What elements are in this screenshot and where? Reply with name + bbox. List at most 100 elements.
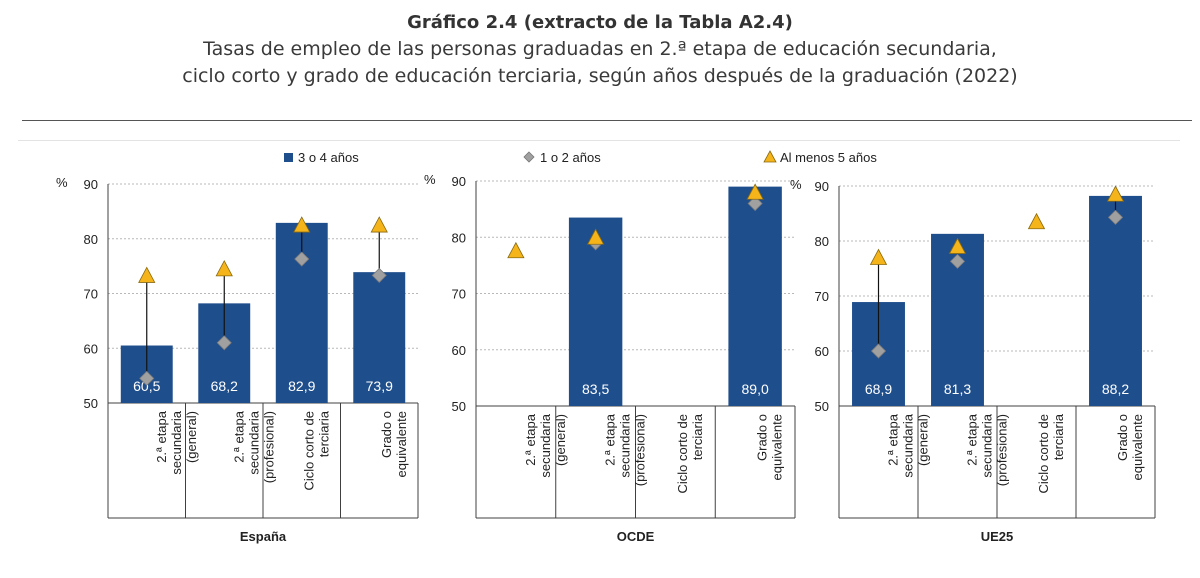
bar-value-label: 81,3 [944, 381, 971, 397]
x-category-label-line: (profesional) [995, 414, 1010, 486]
x-category-label: 2.ª etapasecundaria(profesional) [603, 413, 648, 486]
panel-name-label: OCDE [617, 529, 655, 544]
x-category-label-line: Ciclo corto de [675, 414, 690, 493]
x-category-label-line: (general) [916, 414, 931, 466]
chart-subtitle-line-1: Tasas de empleo de las personas graduada… [203, 38, 997, 60]
y-tick-label: 60 [815, 344, 829, 359]
y-tick-label: 50 [84, 396, 98, 411]
chart-title: Gráfico 2.4 (extracto de la Tabla A2.4) [407, 12, 793, 33]
bar [728, 186, 782, 406]
y-tick-label: 80 [452, 230, 466, 245]
triangle-marker [138, 266, 156, 283]
title-divider [22, 120, 1192, 121]
y-unit-label: % [56, 175, 68, 190]
x-category-label-line: 2.ª etapa [231, 410, 246, 463]
x-category-label-line: 2.ª etapa [603, 413, 618, 466]
bar [353, 272, 406, 403]
triangle-marker [869, 248, 888, 265]
bar-value-label: 82,9 [288, 378, 315, 394]
legend-bar-label: 3 o 4 años [298, 150, 359, 165]
bar [1089, 195, 1142, 406]
x-category-label-line: terciaria [316, 410, 331, 457]
y-unit-label: % [424, 172, 436, 187]
x-category-label: 2.ª etapasecundaria(general) [886, 413, 931, 477]
chart-header: Gráfico 2.4 (extracto de la Tabla A2.4) … [0, 10, 1200, 90]
diamond-marker [371, 267, 387, 283]
x-category-label-line: terciaria [1051, 413, 1066, 460]
panel-name-label: UE25 [981, 529, 1014, 544]
x-category-label-line: secundaria [169, 410, 184, 474]
x-category-label-line: equivalente [770, 414, 785, 481]
x-category-label: Grado oequivalente [1115, 414, 1145, 481]
legend-triangle-label: Al menos 5 años [780, 150, 877, 165]
chart-subtitle-line-2: ciclo corto y grado de educación terciar… [182, 65, 1018, 87]
y-tick-label: 60 [452, 343, 466, 358]
triangle-marker [370, 216, 388, 233]
x-category-label-line: 2.ª etapa [965, 413, 980, 466]
y-tick-label: 70 [815, 289, 829, 304]
legend-triangle-swatch [763, 150, 777, 163]
x-category-label-line: (general) [184, 411, 199, 463]
y-tick-label: 50 [452, 399, 466, 414]
x-category-label: 2.ª etapasecundaria(general) [154, 410, 199, 474]
y-tick-label: 80 [815, 234, 829, 249]
x-category-label: Grado oequivalente [379, 411, 409, 478]
x-category-label-line: Grado o [1115, 414, 1130, 461]
legend-diamond-label: 1 o 2 años [540, 150, 601, 165]
triangle-marker [948, 237, 967, 254]
x-category-label-line: 2.ª etapa [523, 413, 538, 466]
x-category-label-line: Ciclo corto de [1036, 414, 1051, 493]
triangle-marker [586, 228, 605, 245]
triangle-marker [1027, 212, 1046, 230]
x-category-label: Ciclo corto deterciaria [675, 413, 705, 493]
diamond-marker [216, 335, 232, 351]
diamond-marker [294, 251, 310, 267]
triangle-marker [215, 260, 233, 277]
y-tick-label: 60 [84, 341, 98, 356]
x-category-label: Ciclo corto deterciaria [1036, 413, 1066, 493]
x-category-label-line: Ciclo corto de [301, 411, 316, 490]
bar-value-label: 83,5 [582, 381, 609, 397]
bar-value-label: 60,5 [133, 378, 160, 394]
x-category-label-line: secundaria [538, 413, 553, 477]
bar-value-label: 73,9 [366, 378, 393, 394]
diamond-marker [870, 343, 887, 359]
y-unit-label: % [790, 177, 802, 192]
chart-legend: 3 o 4 años 1 o 2 años Al menos 5 años [284, 150, 877, 165]
y-tick-label: 70 [84, 287, 98, 302]
y-tick-label: 90 [452, 174, 466, 189]
bar-value-label: 68,9 [865, 381, 892, 397]
bar-value-label: 88,2 [1102, 381, 1129, 397]
y-tick-label: 70 [452, 287, 466, 302]
legend-diamond-swatch [523, 151, 535, 163]
y-tick-label: 80 [84, 232, 98, 247]
triangle-marker [746, 183, 764, 200]
x-category-label-line: terciaria [690, 413, 705, 460]
diamond-marker [747, 195, 763, 212]
bar-value-label: 68,2 [211, 378, 238, 394]
x-category-label-line: Grado o [755, 414, 770, 461]
x-category-label-line: 2.ª etapa [154, 410, 169, 463]
x-category-label: 2.ª etapasecundaria(general) [523, 413, 568, 477]
diamond-marker [139, 370, 155, 386]
x-category-label-line: 2.ª etapa [886, 413, 901, 466]
x-category-label-line: secundaria [980, 413, 995, 477]
y-tick-label: 50 [815, 399, 829, 414]
x-category-label-line: (profesional) [633, 414, 648, 486]
bar-value-label: 89,0 [742, 381, 769, 397]
x-category-label-line: (general) [553, 414, 568, 466]
x-category-label: 2.ª etapasecundaria(profesional) [231, 410, 276, 483]
triangle-marker [1106, 185, 1125, 202]
x-category-label: Ciclo corto deterciaria [301, 410, 331, 490]
x-category-label-line: Grado o [379, 411, 394, 458]
x-category-label-line: (profesional) [261, 411, 276, 483]
x-category-label-line: secundaria [618, 413, 633, 477]
chart-frame: 3 o 4 años 1 o 2 años Al menos 5 años 50 60 7… [18, 140, 1180, 569]
diamond-marker [1107, 209, 1124, 225]
x-category-label-line: equivalente [1130, 414, 1145, 481]
y-tick-label: 90 [815, 179, 829, 194]
x-category-label-line: secundaria [246, 410, 261, 474]
